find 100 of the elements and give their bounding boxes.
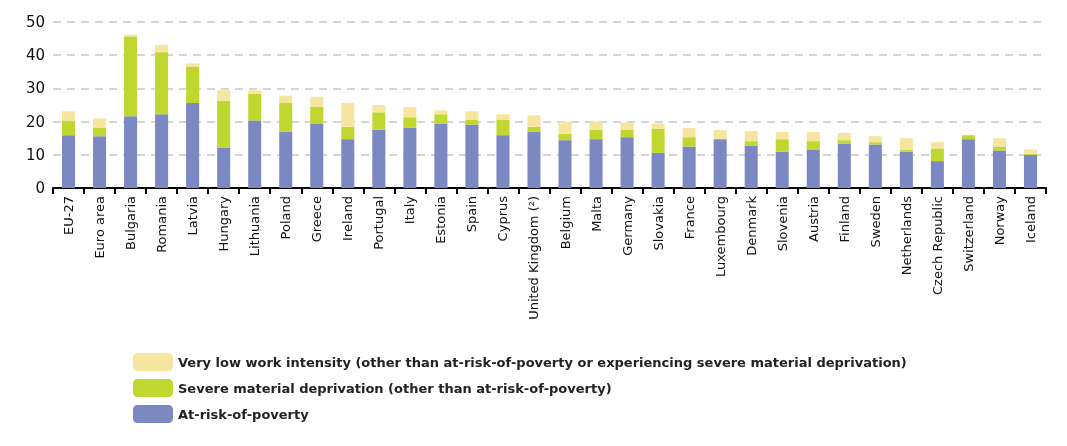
x-tick-label: Germany: [619, 195, 635, 256]
x-tick-label: Greece: [309, 196, 325, 243]
x-tick-label: Iceland: [1022, 196, 1038, 244]
y-tick-label: 20: [25, 112, 45, 131]
bar: [930, 142, 944, 149]
bar: [124, 36, 138, 117]
bar: [651, 128, 665, 153]
bar: [155, 114, 169, 188]
bar: [93, 136, 107, 188]
bar: [248, 120, 262, 188]
bar: [1023, 149, 1037, 154]
x-tick-label: Ireland: [340, 196, 356, 241]
bar: [713, 129, 727, 140]
bar: [465, 111, 479, 120]
bar: [961, 139, 975, 188]
x-tick-label: Malta: [588, 196, 604, 232]
bar: [589, 129, 603, 140]
bar: [403, 106, 417, 118]
x-tick-label: Cyprus: [495, 195, 511, 242]
bar: [775, 151, 789, 188]
bar: [806, 149, 820, 188]
bar: [372, 112, 386, 130]
bar: [341, 103, 355, 127]
bar: [775, 131, 789, 140]
bar: [899, 151, 913, 188]
bar: [403, 127, 417, 188]
bar: [217, 100, 231, 148]
bar: [527, 131, 541, 188]
bar: [93, 118, 107, 128]
bar: [434, 114, 448, 124]
legend-label: At-risk-of-poverty: [178, 406, 310, 422]
bar: [341, 139, 355, 188]
legend-label: Severe material deprivation (other than at-risk-of-poverty): [178, 380, 612, 396]
y-tick-label: 0: [35, 179, 45, 197]
bar: [930, 161, 944, 188]
bar: [310, 123, 324, 188]
x-tick-label: Hungary: [216, 195, 232, 252]
x-tick-label: Italy: [402, 195, 418, 225]
x-tick-label: Portugal: [371, 196, 387, 250]
bar: [837, 140, 851, 144]
x-tick-label: Norway: [991, 195, 1007, 246]
bar: [682, 127, 696, 138]
bar: [868, 136, 882, 143]
bar: [186, 66, 200, 104]
bar: [155, 52, 169, 115]
bar: [217, 147, 231, 188]
bar: [744, 130, 758, 142]
bar: [372, 105, 386, 113]
x-tick-label: Latvia: [185, 196, 201, 236]
bar: [930, 148, 944, 162]
bar: [279, 103, 293, 132]
bar: [310, 106, 324, 124]
bar: [93, 127, 107, 137]
bar: [558, 133, 572, 141]
bar: [496, 135, 510, 188]
bar: [434, 110, 448, 115]
y-tick-label: 10: [25, 145, 45, 164]
bar: [992, 150, 1006, 188]
x-tick-label: Poland: [278, 196, 294, 240]
bar: [465, 119, 479, 125]
x-tick-label: Netherlands: [898, 195, 914, 276]
bar: [744, 141, 758, 146]
x-tick-label: Spain: [464, 196, 480, 233]
bar: [899, 138, 913, 150]
bar: [620, 122, 634, 130]
bar: [806, 131, 820, 142]
x-tick-label: Denmark: [743, 195, 759, 256]
bar: [558, 140, 572, 188]
bar: [310, 96, 324, 107]
bar: [496, 114, 510, 120]
bar: [992, 138, 1006, 147]
x-tick-label: EU-27: [61, 196, 77, 235]
x-tick-label: Slovakia: [650, 196, 666, 251]
x-tick-label: Sweden: [867, 196, 883, 248]
bar: [527, 126, 541, 132]
x-tick-label: Czech Republic: [929, 196, 945, 295]
bar: [248, 93, 262, 121]
bar: [248, 90, 262, 94]
bar: [62, 120, 76, 136]
y-tick-label: 30: [25, 79, 45, 98]
bar: [868, 142, 882, 145]
bar: [651, 123, 665, 129]
bar: [682, 137, 696, 147]
bar: [961, 135, 975, 140]
bar: [434, 123, 448, 188]
bar: [1023, 154, 1037, 188]
bar: [155, 44, 169, 53]
x-tick-label: Romania: [154, 196, 170, 253]
bar: [124, 116, 138, 188]
x-tick-label: Luxembourg: [712, 196, 728, 278]
bar: [279, 131, 293, 188]
bar: [62, 111, 76, 121]
bar: [558, 121, 572, 134]
bar: [775, 139, 789, 152]
bar: [403, 117, 417, 128]
bar: [713, 139, 727, 188]
bar: [217, 90, 231, 101]
bar: [620, 137, 634, 188]
bar: [620, 129, 634, 138]
bar: [372, 129, 386, 188]
